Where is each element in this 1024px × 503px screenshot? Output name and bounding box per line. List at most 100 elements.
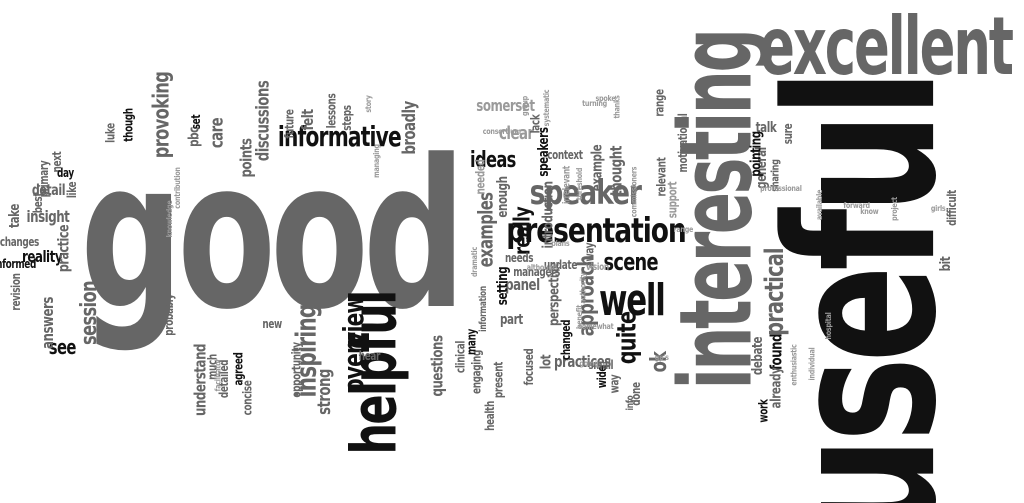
word-cloud-word: revision xyxy=(9,273,24,311)
word-cloud-word: speaker xyxy=(529,173,641,213)
word-cloud-word: contribution xyxy=(172,167,182,209)
word-cloud-word: informative xyxy=(277,120,401,153)
word-cloud-word: lessons xyxy=(324,93,339,129)
word-cloud-word: support xyxy=(665,181,680,219)
word-cloud-word: best xyxy=(30,192,45,214)
word-cloud-word: already xyxy=(768,367,785,409)
word-cloud-word: engaging xyxy=(469,350,484,394)
word-cloud-word: new xyxy=(262,317,282,331)
word-cloud-word: day xyxy=(56,166,74,180)
word-cloud-word: well xyxy=(599,275,666,326)
word-cloud-word: strong xyxy=(313,369,335,415)
word-cloud-word: authority xyxy=(577,272,587,304)
word-cloud-word: update xyxy=(543,258,577,272)
word-cloud-word: reality xyxy=(22,247,63,266)
word-cloud-word: quite xyxy=(611,311,642,365)
word-cloud-word: concise xyxy=(240,380,255,416)
word-cloud-word: information xyxy=(477,286,489,332)
word-cloud-word: points xyxy=(235,138,255,178)
word-cloud-word: motivational xyxy=(675,113,690,173)
word-cloud-word: needed xyxy=(473,159,488,195)
word-cloud-word: informed xyxy=(0,257,36,271)
word-cloud-word: although xyxy=(526,263,557,272)
word-cloud-word: health xyxy=(483,401,498,431)
word-cloud-word: future xyxy=(282,109,297,139)
word-cloud-word: consortium xyxy=(482,127,521,136)
word-cloud-word: hospital xyxy=(823,312,833,340)
word-cloud-word: broadly xyxy=(399,101,421,155)
word-cloud-word: ideas xyxy=(470,148,516,173)
word-cloud-word: clinical xyxy=(453,340,468,374)
word-cloud-word: interesting xyxy=(656,30,774,390)
word-cloud-word: girls xyxy=(930,204,946,213)
word-cloud-word: though xyxy=(121,108,136,142)
word-cloud-word: speakers xyxy=(536,127,553,177)
word-cloud-word: vision xyxy=(585,262,609,273)
word-cloud-word: managing xyxy=(372,144,382,178)
word-cloud-word: threshold xyxy=(575,167,585,201)
word-cloud-word: pbc xyxy=(185,127,202,147)
word-cloud-word: spoke xyxy=(594,94,615,103)
word-cloud-word: example xyxy=(588,144,605,192)
word-cloud-word: changed xyxy=(559,319,574,361)
word-cloud-word: scene xyxy=(603,248,658,276)
word-cloud-word: context xyxy=(547,148,583,162)
word-cloud-word: presentation xyxy=(506,211,686,251)
word-cloud-word: info xyxy=(625,395,637,411)
word-cloud-word: changes xyxy=(0,235,39,249)
word-cloud-word: care xyxy=(206,117,228,149)
word-cloud-word: dramatic xyxy=(469,246,479,278)
word-cloud-word: take xyxy=(7,204,24,228)
word-cloud-word: set xyxy=(188,114,203,130)
word-cloud-word: insight xyxy=(26,207,70,226)
word-cloud-word: small xyxy=(588,358,614,372)
word-cloud-word: forward xyxy=(842,201,870,210)
word-cloud-word: available xyxy=(814,189,824,221)
word-cloud-word: practical xyxy=(760,248,791,336)
word-cloud-word: part xyxy=(499,312,523,328)
word-cloud-word: detail xyxy=(31,180,65,199)
word-cloud-word: luke xyxy=(102,123,117,143)
word-cloud-word: good xyxy=(80,116,465,355)
word-cloud-word: enthusiastic xyxy=(789,344,799,386)
word-cloud-word: needs xyxy=(504,251,534,265)
word-cloud-word: steps xyxy=(340,105,355,131)
word-cloud-word: excellent xyxy=(758,0,1014,93)
word-cloud-word: sure xyxy=(780,123,795,145)
word-cloud-word: discussions xyxy=(251,80,273,162)
word-cloud-word: project xyxy=(889,197,899,221)
word-cloud-word: session xyxy=(77,281,103,345)
word-cloud-word: thanks xyxy=(611,95,621,119)
word-cloud-word: know xyxy=(859,207,878,216)
word-cloud-word: enough xyxy=(494,176,511,218)
word-cloud-word: commissioners xyxy=(629,166,639,218)
word-cloud-word: see xyxy=(48,335,76,359)
word-cloud-word: range xyxy=(651,89,666,117)
word-cloud-word: systematic xyxy=(541,89,551,127)
word-cloud-word: facilitator xyxy=(212,358,222,392)
word-cloud-word: irrelevant xyxy=(561,165,573,205)
word-cloud-word: really xyxy=(509,207,535,255)
word-cloud-word: somerset xyxy=(475,96,535,115)
word-cloud-word: setting xyxy=(495,266,512,306)
word-cloud-word: thought xyxy=(606,146,626,196)
word-cloud-word: opportunity xyxy=(288,342,303,398)
word-cloud-word: felt xyxy=(298,109,318,131)
word-cloud-word: managers xyxy=(512,265,560,279)
word-cloud-word: lot xyxy=(538,354,555,370)
word-cloud-word: range xyxy=(672,225,693,234)
word-cloud-word: story xyxy=(363,95,373,113)
word-cloud-word: debate xyxy=(749,336,766,376)
word-cloud-word: panel xyxy=(504,275,540,294)
word-cloud-word: probably xyxy=(162,294,177,336)
word-cloud-word: somewhat xyxy=(578,322,614,331)
word-cloud-word: provoking xyxy=(148,71,174,159)
word-cloud-word: professional xyxy=(760,184,802,193)
word-cloud-word: work xyxy=(756,399,771,423)
word-cloud-word: present xyxy=(490,361,505,399)
word-cloud-word: difficult xyxy=(945,190,960,226)
word-cloud-word: benefit xyxy=(575,304,585,330)
word-cloud-word: found xyxy=(766,333,785,371)
word-cloud-word: like xyxy=(65,181,80,199)
